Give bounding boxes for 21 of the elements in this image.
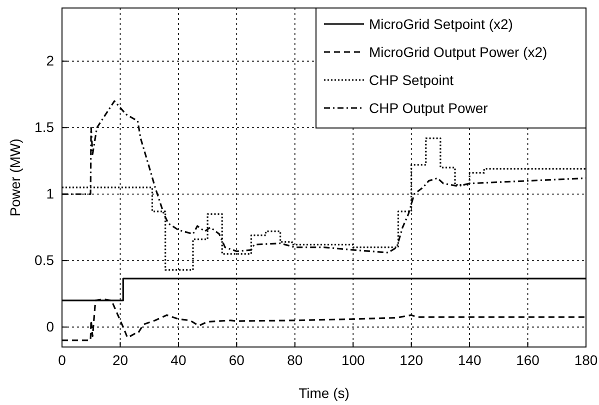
y-tick-label: 0 (46, 318, 54, 335)
y-tick-label: 1 (46, 186, 54, 202)
legend-label: CHP Output Power (369, 100, 488, 116)
x-tick-label: 20 (112, 352, 128, 368)
x-tick-label: 40 (170, 352, 186, 368)
legend-label: MicroGrid Setpoint (x2) (369, 16, 513, 32)
legend-label: CHP Setpoint (369, 72, 454, 88)
x-tick-label: 180 (574, 352, 598, 368)
x-tick-label: 160 (516, 352, 540, 368)
y-axis-title: Power (MW) (7, 138, 23, 216)
y-tick-label: 0.5 (34, 252, 54, 268)
legend-label: MicroGrid Output Power (x2) (369, 44, 548, 60)
x-tick-label: 80 (287, 352, 303, 368)
x-tick-label: 0 (58, 352, 66, 368)
y-tick-label: 2 (46, 52, 54, 69)
x-tick-label: 100 (341, 352, 366, 368)
x-tick-label: 60 (228, 352, 245, 368)
x-tick-label: 140 (458, 352, 482, 368)
y-tick-label: 1.5 (34, 119, 54, 136)
x-axis-title: Time (s) (298, 385, 350, 401)
x-tick-label: 120 (400, 352, 424, 368)
